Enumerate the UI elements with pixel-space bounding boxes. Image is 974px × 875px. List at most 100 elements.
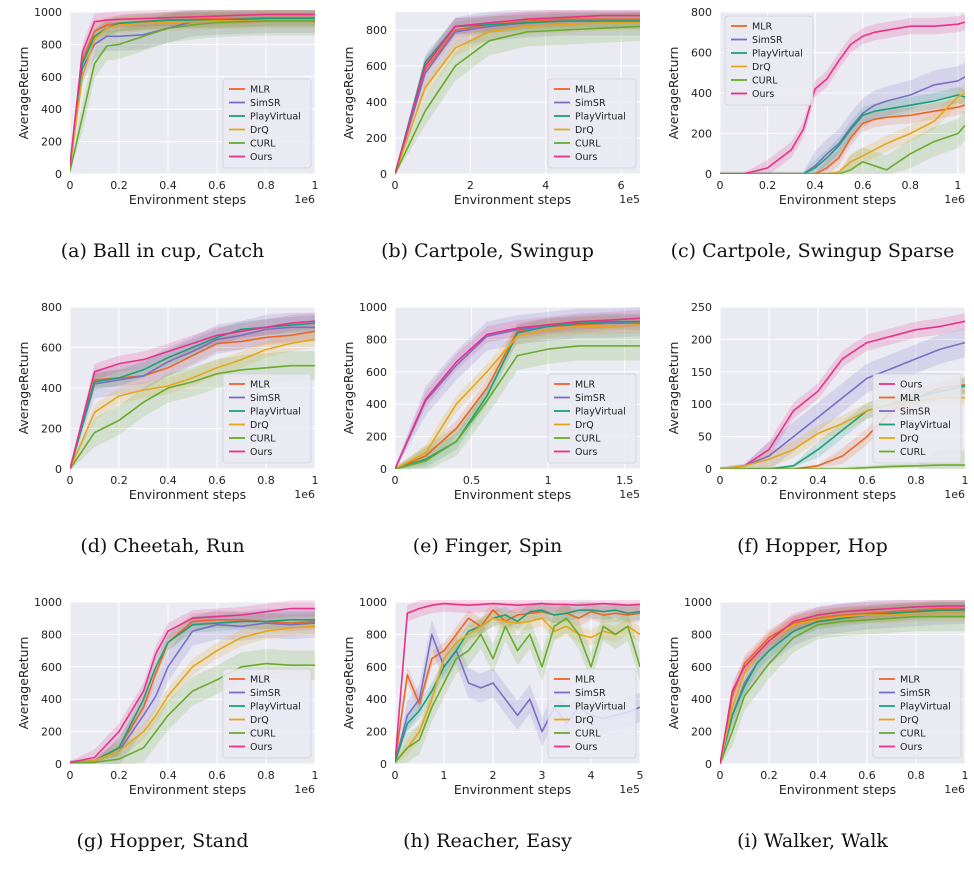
legend-label-curl: CURL	[900, 447, 926, 458]
x-tick-label: 0	[717, 474, 724, 487]
chart-panel-3: 0 200 400 600 800 0 0.2 0.4 0.6 0.8 1 Environment s…	[0, 295, 325, 580]
y-tick-label: 400	[41, 693, 62, 706]
y-axis-label: AverageReturn	[341, 637, 356, 730]
x-tick-label: 4	[588, 769, 595, 782]
series-line-simsr	[720, 76, 965, 174]
legend-label-curl: CURL	[752, 76, 778, 87]
legend-label-ours: Ours	[900, 380, 922, 391]
y-tick-label: 600	[691, 47, 712, 60]
legend: MLR SimSR PlayVirtual DrQ CURL Ours	[547, 373, 637, 464]
legend: MLR SimSR PlayVirtual DrQ CURL Ours	[724, 15, 814, 106]
y-tick-label: 150	[691, 366, 712, 379]
series-line-drq	[395, 22, 640, 174]
series-band-playvirtual	[720, 86, 965, 174]
x-tick-label: 0.6	[858, 769, 876, 782]
legend-label-ours: Ours	[575, 742, 597, 753]
series-band-drq	[395, 316, 640, 469]
y-tick-label: 200	[366, 431, 387, 444]
x-tick-label: 0.4	[809, 769, 827, 782]
panel-caption: (h) Reacher, Easy	[403, 830, 572, 852]
x-tick-label: 1.5	[616, 474, 634, 487]
y-tick-label: 1000	[359, 301, 387, 314]
y-tick-label: 800	[366, 333, 387, 346]
legend-label-drq: DrQ	[575, 125, 594, 136]
y-tick-label: 600	[41, 342, 62, 355]
legend-label-mlr: MLR	[575, 675, 595, 686]
y-axis-label: AverageReturn	[666, 47, 681, 140]
legend: MLR SimSR PlayVirtual DrQ CURL Ours	[222, 668, 312, 759]
x-axis-label: Environment steps	[779, 782, 896, 797]
legend-label-ours: Ours	[250, 447, 272, 458]
y-tick-label: 0	[380, 758, 387, 771]
y-axis-label: AverageReturn	[666, 637, 681, 730]
series-line-playvirtual	[395, 320, 640, 469]
series-line-drq	[720, 92, 965, 174]
y-axis-label: AverageReturn	[16, 342, 31, 435]
legend-label-simsr: SimSR	[575, 98, 606, 109]
series-line-playvirtual	[70, 17, 315, 166]
legend-label-mlr: MLR	[575, 380, 595, 391]
x-multiplier-label: 1e6	[944, 193, 965, 206]
x-tick-label: 0.6	[854, 179, 872, 192]
chart-svg: 0 50 100 150 200 250 0 0.2 0.4 0.6 0.8 1 Environment…	[666, 301, 969, 502]
y-tick-label: 600	[366, 60, 387, 73]
x-tick-label: 0.8	[257, 474, 275, 487]
series-line-curl	[70, 20, 315, 171]
x-tick-label: 0	[392, 769, 399, 782]
y-tick-label: 100	[691, 398, 712, 411]
series-band-drq	[395, 14, 640, 174]
x-tick-label: 0.2	[110, 179, 128, 192]
chart-panel-4: 0 200 400 600 800 1000 0 0.5 1 1.5 Environment ste…	[325, 295, 650, 580]
legend-label-simsr: SimSR	[250, 688, 281, 699]
x-tick-label: 1	[954, 179, 961, 192]
legend-label-playvirtual: PlayVirtual	[250, 407, 301, 418]
x-tick-label: 0	[392, 179, 399, 192]
y-tick-label: 800	[366, 628, 387, 641]
series-line-curl	[70, 364, 315, 469]
legend-label-playvirtual: PlayVirtual	[250, 112, 301, 123]
y-tick-label: 200	[41, 726, 62, 739]
y-axis-label: AverageReturn	[341, 342, 356, 435]
series-line-curl	[395, 25, 640, 174]
series-line-simsr	[720, 341, 965, 469]
legend-box	[724, 15, 814, 106]
y-tick-label: 200	[41, 423, 62, 436]
y-tick-label: 0	[380, 463, 387, 476]
series-band-drq	[720, 84, 965, 174]
legend-label-ours: Ours	[900, 742, 922, 753]
series-group	[395, 307, 640, 469]
x-axis-label: Environment steps	[454, 782, 571, 797]
y-tick-label: 200	[366, 132, 387, 145]
legend-label-drq: DrQ	[250, 125, 269, 136]
series-band-curl	[720, 450, 965, 469]
legend-label-simsr: SimSR	[575, 688, 606, 699]
legend: MLR SimSR PlayVirtual DrQ CURL Ours	[547, 78, 637, 169]
series-group	[720, 600, 965, 764]
x-tick-label: 0.2	[759, 179, 777, 192]
legend-box	[547, 668, 637, 759]
x-tick-label: 0.6	[208, 474, 226, 487]
series-band-ours	[720, 14, 965, 174]
series-group	[720, 14, 965, 174]
x-axis-label: Environment steps	[129, 782, 246, 797]
x-tick-label: 1	[312, 769, 319, 782]
series-line-ours	[720, 320, 965, 469]
series-band-ours	[70, 10, 315, 174]
panel-caption: (a) Ball in cup, Catch	[60, 240, 265, 262]
series-line-mlr	[395, 18, 640, 174]
y-tick-label: 400	[691, 87, 712, 100]
y-tick-label: 400	[41, 382, 62, 395]
legend-box	[547, 78, 637, 169]
series-line-mlr	[395, 609, 640, 763]
x-multiplier-label: 1e6	[944, 783, 965, 796]
y-tick-label: 200	[41, 136, 62, 149]
chart-svg: 0 200 400 600 800 0 2 4 6 Environment steps Averag…	[341, 10, 640, 207]
x-tick-label: 0.8	[907, 474, 925, 487]
legend-label-curl: CURL	[900, 729, 926, 740]
y-tick-label: 400	[41, 103, 62, 116]
x-tick-label: 0.8	[907, 769, 925, 782]
chart-panel-2: 0 200 400 600 800 0 0.2 0.4 0.6 0.8 1 Environment s…	[650, 0, 974, 285]
x-multiplier-label: 1e6	[294, 488, 315, 501]
x-tick-label: 5	[637, 769, 644, 782]
x-axis-label: Environment steps	[454, 487, 571, 502]
